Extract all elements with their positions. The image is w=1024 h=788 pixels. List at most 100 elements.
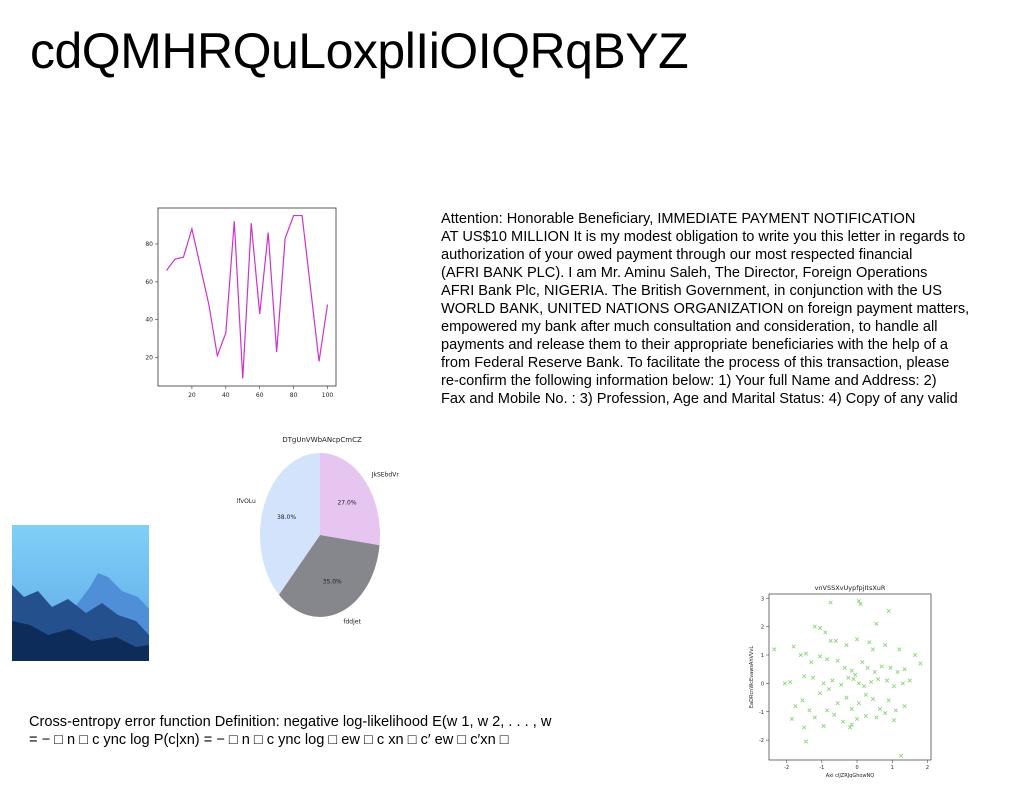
pie-chart-svg: DTgUnVWbANcpCmCZ 27.0% JkSEbdVr 35.0% fddjet…: [237, 436, 400, 625]
x-axis-label: Axi cIJZRJqGhowNQ: [826, 773, 875, 779]
scatter-point: [898, 753, 904, 758]
scatter-point: [840, 719, 846, 724]
scatter-title: vnVSSXvUypfpjItsXuR: [815, 584, 886, 592]
pie-slice: [278, 535, 380, 617]
scatter-point: [807, 708, 812, 713]
pie-pct-label: 35.0%: [323, 578, 342, 585]
scatter-point: [913, 652, 918, 658]
scatter-point: [858, 601, 863, 607]
scatter-point: [835, 701, 840, 706]
y-axis-label: EaDRcnWcEvawsAhVVvL: [749, 646, 755, 708]
scatter-point: [874, 621, 879, 626]
scatter-point: [918, 661, 923, 666]
x-tick-label: 2: [926, 765, 929, 771]
x-tick-label: 0: [855, 765, 858, 771]
scatter-point: [891, 684, 897, 689]
formula-text: Cross-entropy error function Definition:…: [29, 714, 552, 748]
x-tick-label: 100: [322, 392, 334, 399]
scatter-point: [828, 638, 833, 643]
scatter-point: [788, 679, 793, 685]
scatter-point: [865, 665, 870, 670]
scatter-chart-svg: vnVSSXvUypfpjItsXuR -2 -1 0 1 2 -2 -1 0 1 2 3 Axi cI…: [749, 584, 932, 779]
page-title: cdQMHRQuLoxplIiOIQRqBYZ: [30, 23, 689, 79]
scatter-point: [802, 674, 807, 679]
mountain-image: [12, 525, 149, 661]
scatter-point: [851, 677, 856, 682]
scatter-point: [886, 698, 891, 703]
scatter-point: [824, 657, 830, 662]
x-tick-label: 20: [188, 392, 196, 399]
scatter-point: [800, 698, 805, 703]
x-tick-label: -1: [819, 765, 824, 771]
scatter-point: [791, 644, 796, 649]
scatter-point: [782, 681, 787, 686]
scatter-point: [874, 715, 879, 720]
scatter-chart: vnVSSXvUypfpjItsXuR -2 -1 0 1 2 -2 -1 0 1 2 3 Axi cI…: [745, 580, 945, 780]
x-tick-label: 80: [290, 392, 298, 399]
scatter-point: [833, 638, 839, 643]
scatter-point: [893, 708, 898, 713]
scatter-point: [803, 739, 809, 744]
scatter-point: [817, 691, 823, 696]
scatter-point: [849, 668, 854, 673]
pie-slice-label: JkSEbdVr: [371, 471, 400, 478]
scatter-point: [821, 723, 826, 729]
scatter-point: [839, 682, 844, 687]
pie-slice: [260, 453, 320, 595]
scatter-point: [817, 625, 823, 631]
x-tick-label: -2: [784, 765, 789, 771]
scatter-point: [846, 675, 851, 680]
plot-frame: [768, 593, 932, 761]
scatter-point: [863, 713, 868, 719]
scatter-point: [877, 706, 883, 712]
scatter-point: [907, 678, 912, 683]
scatter-point: [835, 658, 840, 663]
scatter-point: [886, 608, 891, 614]
scatter-point: [802, 725, 807, 730]
y-tick-label: 2: [761, 625, 764, 631]
scatter-point: [826, 686, 831, 692]
series-line: [165, 214, 329, 379]
scatter-point: [803, 651, 809, 656]
scatter-point: [876, 677, 881, 682]
scatter-point: [844, 695, 849, 700]
scatter-point: [832, 712, 837, 717]
line-chart-svg: 20 40 60 80 100 20 40 60 80: [145, 207, 337, 399]
scatter-point: [872, 669, 877, 675]
scatter-point: [861, 684, 867, 689]
scatter-point: [895, 669, 900, 675]
scatter-point: [842, 665, 847, 670]
scatter-point: [854, 716, 860, 721]
pie-chart: DTgUnVWbANcpCmCZ 27.0% JkSEbdVr 35.0% fddjet…: [225, 428, 425, 628]
y-tick-label: 1: [761, 653, 764, 659]
scatter-point: [824, 708, 830, 713]
letter-text: Attention: Honorable Beneficiary, IMMEDI…: [441, 211, 970, 407]
pie-pct-label: 38.0%: [277, 514, 296, 521]
scatter-point: [856, 598, 861, 604]
scatter-point: [863, 692, 868, 697]
scatter-point: [828, 600, 833, 605]
scatter-point: [812, 715, 817, 720]
scatter-point: [789, 716, 795, 721]
scatter-point: [849, 722, 854, 727]
scatter-point: [891, 718, 897, 723]
scatter-point: [856, 701, 861, 706]
scatter-point: [844, 642, 849, 648]
scatter-point: [809, 659, 814, 665]
y-tick-label: 60: [145, 279, 153, 286]
y-tick-label: 80: [145, 241, 153, 248]
scatter-point: [798, 652, 803, 658]
scatter-point: [870, 647, 876, 652]
scatter-point: [849, 706, 854, 712]
scatter-point: [883, 642, 888, 648]
scatter-point: [830, 678, 835, 683]
y-tick-label: 0: [761, 681, 764, 687]
scatter-point: [867, 640, 872, 645]
scatter-point: [902, 667, 907, 672]
pie-title: DTgUnVWbANcpCmCZ: [282, 436, 362, 444]
scatter-point: [869, 679, 874, 685]
scatter-point: [823, 630, 828, 635]
pie-slice-label: lfvOLu: [237, 498, 256, 505]
scatter-point: [817, 654, 823, 659]
scatter-point: [847, 725, 853, 730]
